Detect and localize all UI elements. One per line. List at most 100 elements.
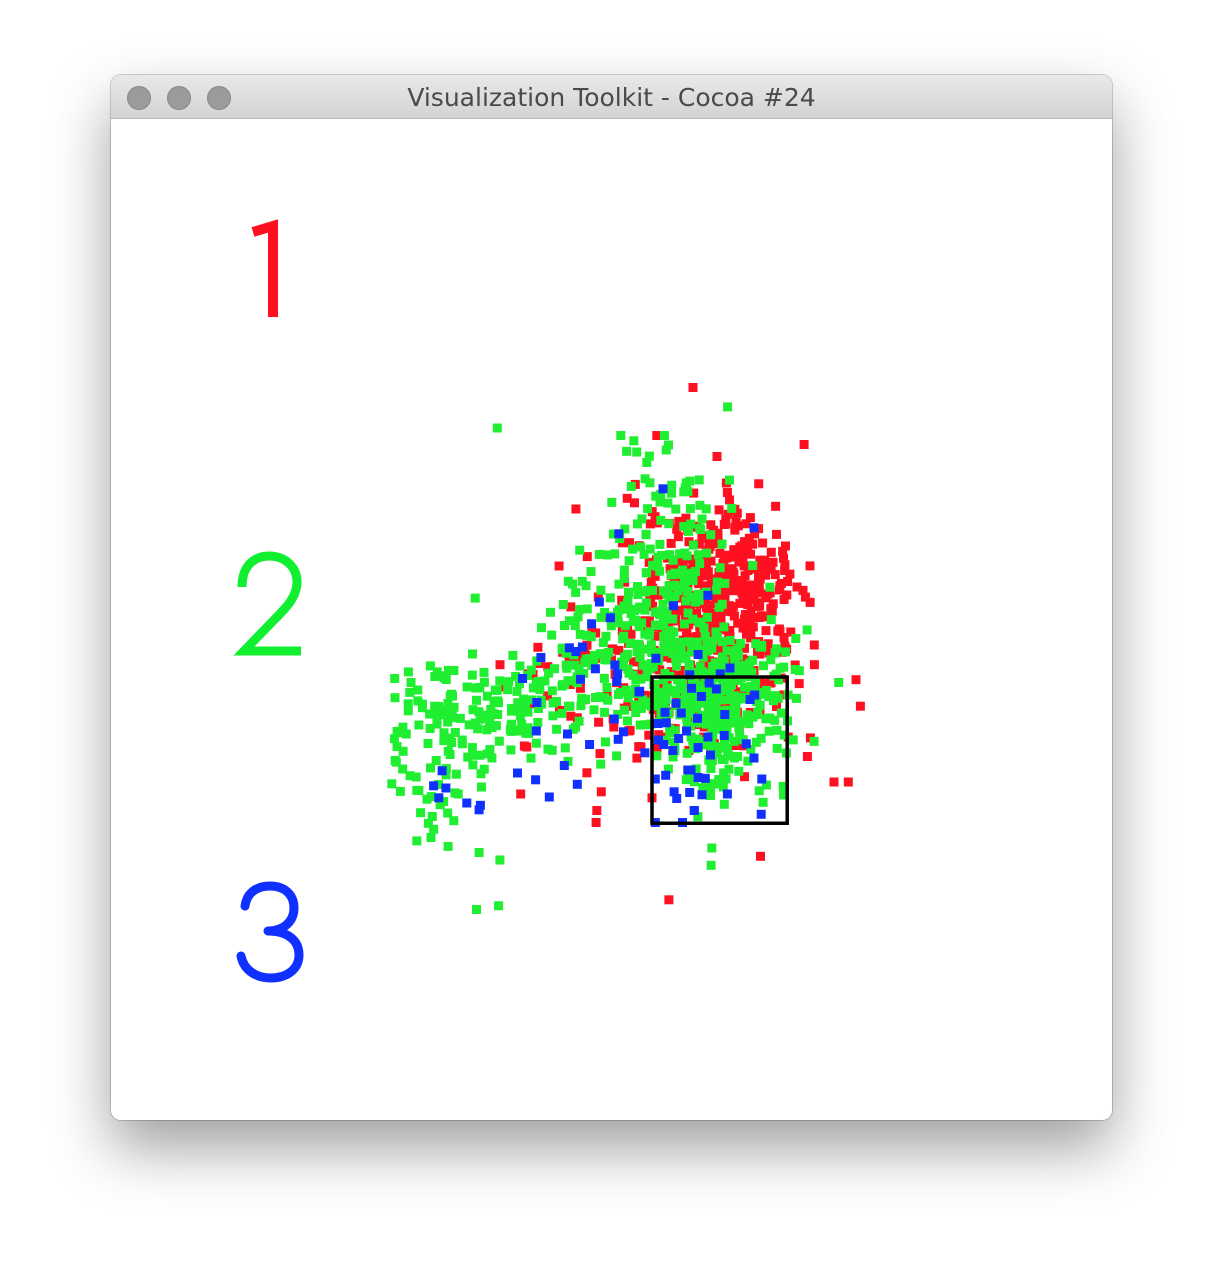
point-series-2 xyxy=(765,582,775,592)
point-series-2 xyxy=(473,724,483,734)
point-series-2 xyxy=(682,713,692,723)
point-series-2 xyxy=(476,769,486,779)
point-series-1 xyxy=(792,582,802,592)
point-series-2 xyxy=(439,728,449,738)
point-series-2 xyxy=(620,621,630,631)
title-bar[interactable]: Visualization Toolkit - Cocoa #24 xyxy=(111,75,1112,119)
point-series-2 xyxy=(485,745,495,755)
scatter-plot[interactable]: 1 2 3 xyxy=(111,119,1112,1120)
point-series-1 xyxy=(664,895,674,905)
point-series-2 xyxy=(447,708,457,718)
point-series-1 xyxy=(629,657,638,667)
label-1-glyph xyxy=(251,219,278,317)
point-series-2 xyxy=(679,619,689,629)
point-series-2 xyxy=(586,632,596,642)
point-series-2 xyxy=(670,591,680,601)
point-series-3 xyxy=(706,750,715,760)
point-series-3 xyxy=(669,787,679,797)
point-series-3 xyxy=(661,770,671,780)
point-series-1 xyxy=(566,602,576,612)
point-series-1 xyxy=(571,504,581,514)
point-series-2 xyxy=(571,587,581,597)
point-series-2 xyxy=(734,723,744,733)
point-series-2 xyxy=(667,488,676,498)
point-series-2 xyxy=(684,637,694,647)
point-series-1 xyxy=(760,555,770,565)
point-series-2 xyxy=(629,436,639,446)
point-series-3 xyxy=(711,684,721,694)
point-series-2 xyxy=(620,524,630,534)
point-series-3 xyxy=(610,660,620,670)
point-series-1 xyxy=(735,550,745,560)
point-series-2 xyxy=(614,579,624,589)
point-series-2 xyxy=(742,710,752,720)
point-series-3 xyxy=(715,669,725,679)
point-series-3 xyxy=(531,726,541,736)
point-series-2 xyxy=(449,702,459,712)
point-series-2 xyxy=(673,586,683,596)
point-series-1 xyxy=(748,539,758,549)
point-series-1 xyxy=(644,730,654,740)
point-series-2 xyxy=(630,700,640,710)
point-series-3 xyxy=(594,597,604,607)
point-series-3 xyxy=(559,761,569,770)
point-series-2 xyxy=(682,748,692,758)
point-series-2 xyxy=(666,633,676,642)
point-series-3 xyxy=(704,678,714,688)
close-window-button[interactable] xyxy=(127,86,151,110)
selection-box[interactable] xyxy=(650,675,789,825)
point-series-2 xyxy=(734,766,744,776)
point-series-2 xyxy=(405,687,415,697)
point-series-2 xyxy=(757,642,767,652)
point-series-1 xyxy=(702,602,711,612)
point-series-2 xyxy=(519,694,529,704)
point-series-1 xyxy=(739,643,749,653)
point-series-1 xyxy=(722,488,732,497)
point-series-1 xyxy=(855,701,865,711)
point-series-1 xyxy=(805,597,815,607)
point-series-1 xyxy=(731,517,741,527)
point-series-2 xyxy=(712,718,722,728)
point-series-2 xyxy=(743,756,753,766)
point-series-3 xyxy=(577,642,587,652)
point-series-1 xyxy=(764,678,774,688)
point-series-3 xyxy=(693,713,702,723)
point-series-2 xyxy=(656,515,666,525)
point-series-2 xyxy=(635,720,645,730)
point-series-1 xyxy=(768,599,778,609)
zoom-window-button[interactable] xyxy=(207,86,231,110)
point-series-2 xyxy=(644,451,654,461)
point-series-1 xyxy=(761,626,771,636)
point-series-2 xyxy=(719,768,729,778)
point-series-2 xyxy=(670,726,680,736)
point-series-2 xyxy=(706,530,716,540)
point-series-2 xyxy=(635,653,645,662)
point-series-3 xyxy=(609,714,619,724)
point-series-2 xyxy=(652,751,662,761)
point-series-2 xyxy=(573,612,583,622)
point-series-2 xyxy=(621,685,631,695)
point-series-2 xyxy=(719,622,729,632)
point-series-2 xyxy=(601,631,611,641)
point-series-2 xyxy=(629,689,638,698)
point-series-2 xyxy=(663,764,673,774)
point-series-2 xyxy=(596,759,606,769)
point-series-2 xyxy=(414,786,424,795)
point-series-2 xyxy=(515,711,525,721)
point-series-1 xyxy=(761,570,770,580)
point-series-2 xyxy=(468,705,478,715)
point-series-2 xyxy=(698,783,708,793)
point-series-3 xyxy=(653,719,663,728)
point-series-3 xyxy=(685,788,695,797)
point-series-3 xyxy=(725,663,735,673)
point-series-3 xyxy=(749,523,759,533)
point-series-1 xyxy=(754,613,764,622)
point-series-2 xyxy=(701,687,711,697)
point-series-2 xyxy=(718,782,728,792)
point-series-2 xyxy=(467,743,477,753)
point-series-2 xyxy=(425,724,435,733)
point-series-2 xyxy=(547,686,557,696)
render-canvas[interactable]: 1 2 3 xyxy=(111,119,1112,1120)
point-series-2 xyxy=(613,618,623,628)
minimize-window-button[interactable] xyxy=(167,86,191,110)
